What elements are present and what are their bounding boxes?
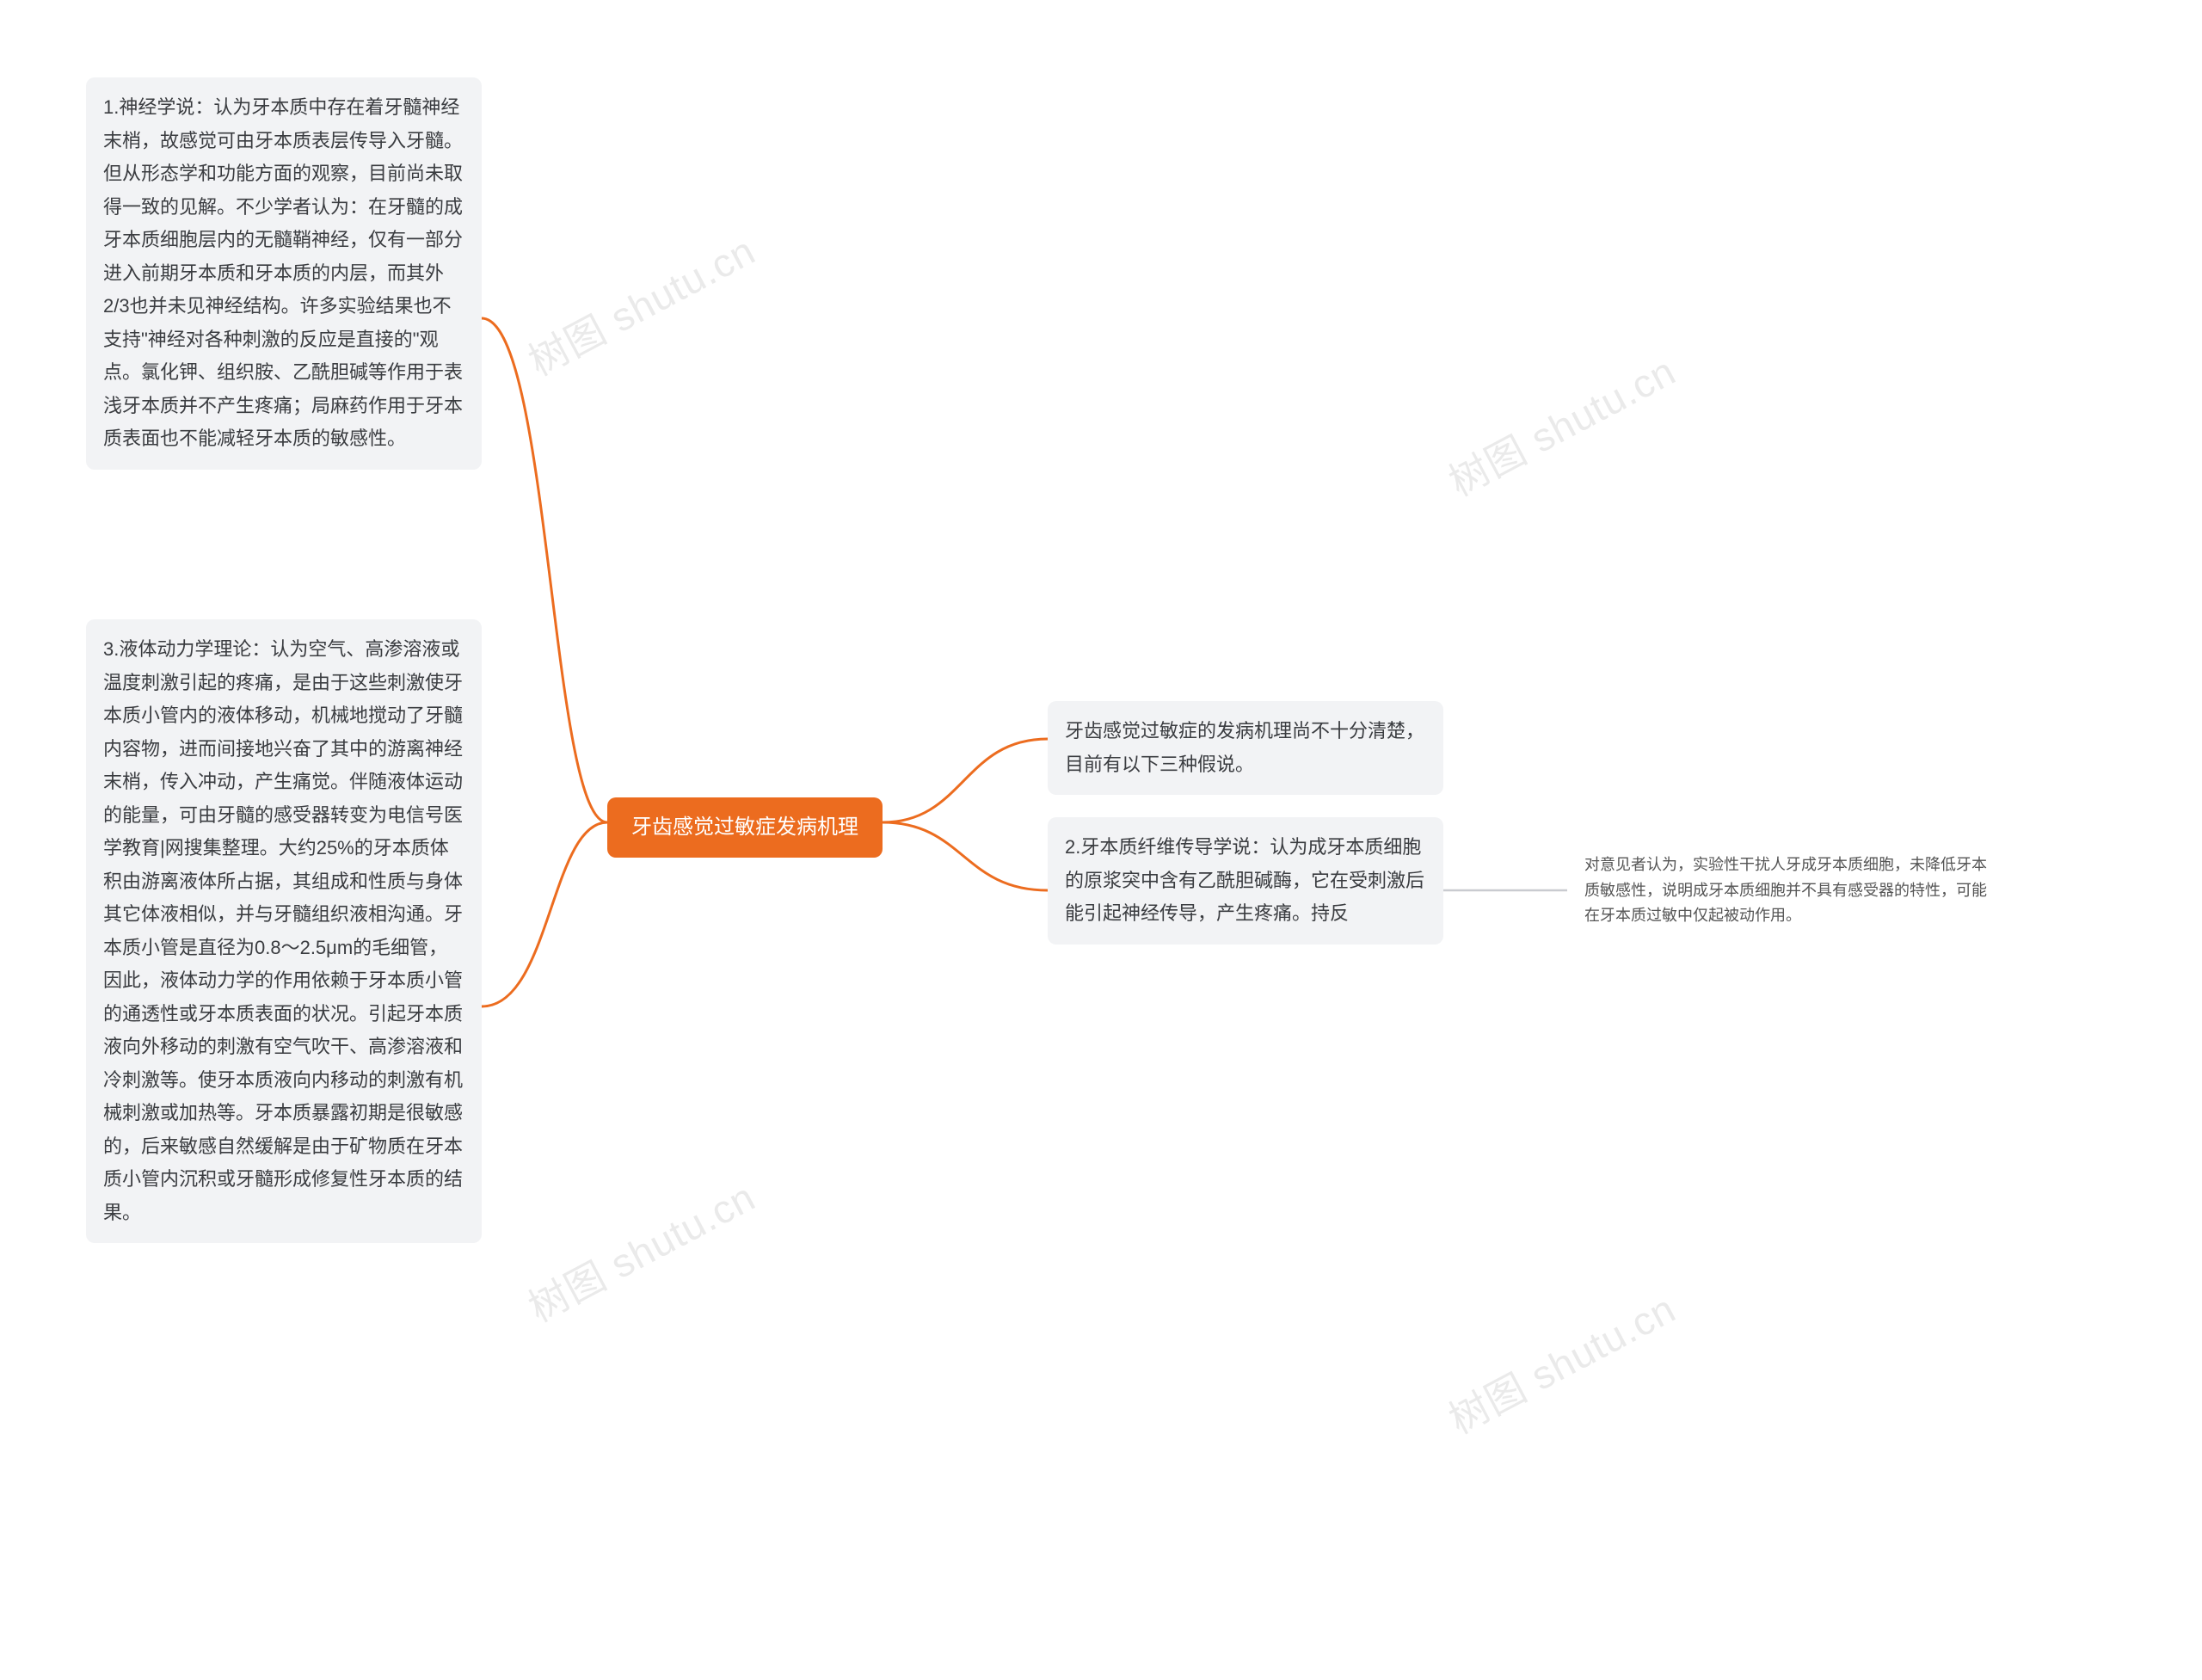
branch-node-intro[interactable]: 牙齿感觉过敏症的发病机理尚不十分清楚，目前有以下三种假说。 bbox=[1048, 701, 1443, 795]
root-node[interactable]: 牙齿感觉过敏症发病机理 bbox=[607, 797, 883, 858]
leaf-node-2-1[interactable]: 对意见者认为，实验性干扰人牙成牙本质细胞，未降低牙本质敏感性，说明成牙本质细胞并… bbox=[1567, 839, 2014, 943]
leaf-text: 对意见者认为，实验性干扰人牙成牙本质细胞，未降低牙本质敏感性，说明成牙本质细胞并… bbox=[1584, 856, 1987, 924]
branch-node-3[interactable]: 3.液体动力学理论：认为空气、高渗溶液或温度刺激引起的疼痛，是由于这些刺激使牙本… bbox=[86, 619, 482, 1243]
watermark: 树图 shutu.cn bbox=[1437, 341, 1684, 508]
watermark: 树图 shutu.cn bbox=[1437, 1278, 1684, 1445]
branch-node-2[interactable]: 2.牙本质纤维传导学说：认为成牙本质细胞的原浆突中含有乙酰胆碱酶，它在受刺激后能… bbox=[1048, 817, 1443, 945]
branch-text: 1.神经学说：认为牙本质中存在着牙髓神经末梢，故感觉可由牙本质表层传导入牙髓。但… bbox=[103, 96, 463, 449]
watermark: 树图 shutu.cn bbox=[517, 220, 764, 387]
root-label: 牙齿感觉过敏症发病机理 bbox=[631, 815, 858, 839]
watermark: 树图 shutu.cn bbox=[517, 1166, 764, 1333]
branch-node-1[interactable]: 1.神经学说：认为牙本质中存在着牙髓神经末梢，故感觉可由牙本质表层传导入牙髓。但… bbox=[86, 77, 482, 470]
branch-text: 2.牙本质纤维传导学说：认为成牙本质细胞的原浆突中含有乙酰胆碱酶，它在受刺激后能… bbox=[1065, 836, 1424, 924]
branch-text: 3.液体动力学理论：认为空气、高渗溶液或温度刺激引起的疼痛，是由于这些刺激使牙本… bbox=[103, 638, 463, 1223]
branch-text: 牙齿感觉过敏症的发病机理尚不十分清楚，目前有以下三种假说。 bbox=[1065, 720, 1424, 775]
